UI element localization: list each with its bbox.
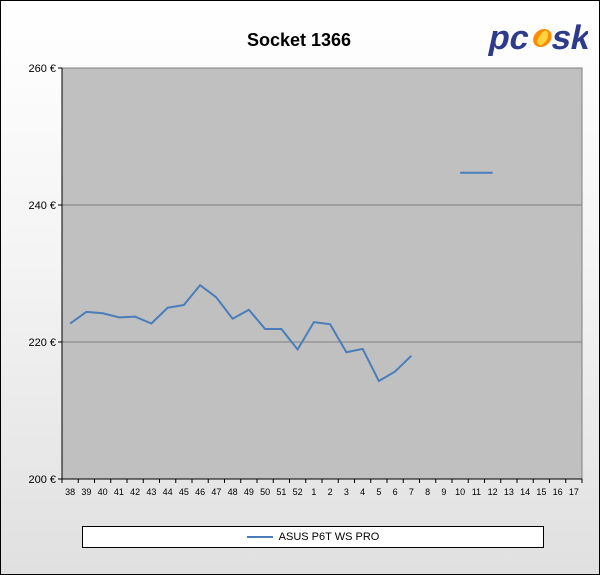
x-tick-label: 17 bbox=[569, 487, 579, 497]
x-tick-label: 38 bbox=[65, 487, 75, 497]
x-tick-label: 6 bbox=[393, 487, 398, 497]
x-tick-label: 51 bbox=[276, 487, 286, 497]
x-tick-label: 1 bbox=[311, 487, 316, 497]
y-tick-label: 220 € bbox=[28, 337, 56, 349]
x-tick-label: 2 bbox=[328, 487, 333, 497]
legend-swatch bbox=[246, 536, 273, 538]
x-tick-label: 50 bbox=[260, 487, 270, 497]
x-tick-label: 10 bbox=[455, 487, 465, 497]
y-tick-label: 240 € bbox=[28, 200, 56, 212]
x-tick-label: 48 bbox=[228, 487, 238, 497]
plot-area bbox=[61, 67, 583, 480]
gridlines bbox=[62, 204, 582, 343]
x-tick-label: 11 bbox=[472, 487, 481, 497]
x-tick-label: 41 bbox=[114, 487, 124, 497]
x-tick-label: 46 bbox=[195, 487, 205, 497]
y-tick-label: 260 € bbox=[28, 63, 56, 75]
x-tick-label: 47 bbox=[211, 487, 221, 497]
x-tick-label: 3 bbox=[344, 487, 349, 497]
legend-label: ASUS P6T WS PRO bbox=[278, 531, 380, 543]
x-tick-label: 8 bbox=[425, 487, 430, 497]
x-tick-label: 44 bbox=[163, 487, 173, 497]
y-axis-ticks: 200 € 220 € 240 € 260 € bbox=[28, 63, 62, 486]
series-group bbox=[69, 171, 493, 383]
x-tick-label: 9 bbox=[441, 487, 446, 497]
y-tick-label: 200 € bbox=[28, 474, 56, 486]
chart-title: Socket 1366 bbox=[246, 30, 352, 50]
x-tick-label: 15 bbox=[536, 487, 546, 497]
x-tick-label: 7 bbox=[409, 487, 414, 497]
svg-text:sk: sk bbox=[548, 19, 588, 57]
legend: ASUS P6T WS PRO bbox=[82, 526, 544, 548]
x-tick-label: 14 bbox=[520, 487, 530, 497]
pcssk-logo: pc sk bbox=[485, 19, 588, 57]
x-tick-label: 42 bbox=[130, 487, 140, 497]
x-tick-label: 52 bbox=[293, 487, 303, 497]
x-tick-label: 16 bbox=[553, 487, 563, 497]
x-tick-label: 13 bbox=[504, 487, 514, 497]
x-tick-label: 49 bbox=[244, 487, 254, 497]
x-tick-label: 40 bbox=[98, 487, 108, 497]
x-tick-label: 43 bbox=[146, 487, 156, 497]
x-tick-label: 12 bbox=[488, 487, 498, 497]
x-axis-ticks: 38 39 40 41 42 43 44 45 46 47 48 49 50 51 52 1 2 3 4 5 6 7 8 9 1… bbox=[61, 479, 583, 497]
x-tick-label: 45 bbox=[179, 487, 189, 497]
x-tick-label: 4 bbox=[360, 487, 365, 497]
x-tick-label: 39 bbox=[81, 487, 91, 497]
series-line bbox=[69, 284, 413, 383]
svg-text:pc: pc bbox=[485, 19, 533, 57]
x-tick-label: 5 bbox=[376, 487, 381, 497]
